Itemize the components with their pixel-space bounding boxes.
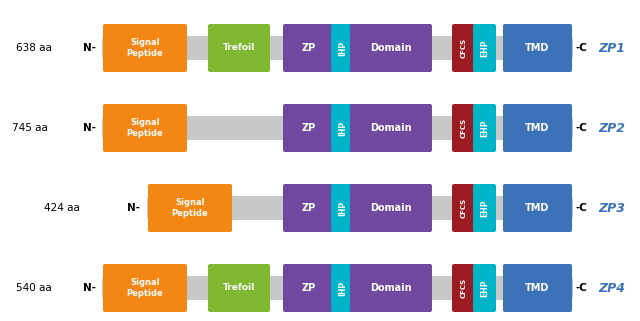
Text: ZP: ZP <box>302 283 316 293</box>
FancyBboxPatch shape <box>102 276 573 300</box>
FancyBboxPatch shape <box>103 264 187 312</box>
Text: CFCS: CFCS <box>461 278 467 298</box>
FancyBboxPatch shape <box>350 104 432 152</box>
FancyBboxPatch shape <box>503 264 572 312</box>
FancyBboxPatch shape <box>103 24 187 72</box>
Text: N-: N- <box>83 123 96 133</box>
Text: -C: -C <box>576 283 588 293</box>
Text: ZP2: ZP2 <box>598 122 625 134</box>
FancyBboxPatch shape <box>103 104 187 152</box>
FancyBboxPatch shape <box>331 184 354 232</box>
Text: Trefoil: Trefoil <box>223 283 255 292</box>
Text: IHP: IHP <box>338 40 347 56</box>
FancyBboxPatch shape <box>452 24 475 72</box>
FancyBboxPatch shape <box>452 264 475 312</box>
Text: TMD: TMD <box>525 283 550 293</box>
Text: Signal
Peptide: Signal Peptide <box>127 38 163 58</box>
FancyBboxPatch shape <box>473 104 496 152</box>
Text: 638 aa: 638 aa <box>16 43 52 53</box>
Text: N-: N- <box>127 203 140 213</box>
FancyBboxPatch shape <box>503 24 572 72</box>
Text: 424 aa: 424 aa <box>44 203 80 213</box>
Text: TMD: TMD <box>525 43 550 53</box>
Text: -C: -C <box>576 43 588 53</box>
FancyBboxPatch shape <box>503 184 572 232</box>
Text: Signal
Peptide: Signal Peptide <box>127 278 163 298</box>
Text: TMD: TMD <box>525 123 550 133</box>
Text: Domain: Domain <box>370 123 412 133</box>
FancyBboxPatch shape <box>102 36 573 60</box>
Text: ZP: ZP <box>302 123 316 133</box>
Text: -C: -C <box>576 123 588 133</box>
Text: EHP: EHP <box>480 39 489 57</box>
Text: 745 aa: 745 aa <box>12 123 48 133</box>
FancyBboxPatch shape <box>473 264 496 312</box>
Text: ZP: ZP <box>302 43 316 53</box>
Text: IHP: IHP <box>338 200 347 216</box>
FancyBboxPatch shape <box>473 24 496 72</box>
FancyBboxPatch shape <box>208 24 270 72</box>
FancyBboxPatch shape <box>350 264 432 312</box>
Text: Signal
Peptide: Signal Peptide <box>127 118 163 138</box>
FancyBboxPatch shape <box>452 184 475 232</box>
FancyBboxPatch shape <box>331 104 354 152</box>
FancyBboxPatch shape <box>473 184 496 232</box>
FancyBboxPatch shape <box>208 264 270 312</box>
Text: Signal
Peptide: Signal Peptide <box>172 198 209 218</box>
Text: CFCS: CFCS <box>461 38 467 58</box>
FancyBboxPatch shape <box>350 24 432 72</box>
Text: CFCS: CFCS <box>461 198 467 218</box>
FancyBboxPatch shape <box>283 184 335 232</box>
Text: TMD: TMD <box>525 203 550 213</box>
Text: ZP1: ZP1 <box>598 41 625 55</box>
Text: ZP3: ZP3 <box>598 202 625 214</box>
FancyBboxPatch shape <box>283 24 335 72</box>
Text: Domain: Domain <box>370 43 412 53</box>
FancyBboxPatch shape <box>283 264 335 312</box>
FancyBboxPatch shape <box>102 116 573 140</box>
Text: 540 aa: 540 aa <box>16 283 52 293</box>
FancyBboxPatch shape <box>331 24 354 72</box>
FancyBboxPatch shape <box>331 264 354 312</box>
FancyBboxPatch shape <box>350 184 432 232</box>
Text: ZP: ZP <box>302 203 316 213</box>
Text: Domain: Domain <box>370 203 412 213</box>
FancyBboxPatch shape <box>503 104 572 152</box>
Text: ZP4: ZP4 <box>598 282 625 294</box>
Text: N-: N- <box>83 43 96 53</box>
Text: IHP: IHP <box>338 281 347 296</box>
Text: EHP: EHP <box>480 199 489 217</box>
Text: -C: -C <box>576 203 588 213</box>
FancyBboxPatch shape <box>147 196 573 220</box>
Text: CFCS: CFCS <box>461 118 467 138</box>
FancyBboxPatch shape <box>452 104 475 152</box>
Text: IHP: IHP <box>338 120 347 135</box>
FancyBboxPatch shape <box>283 104 335 152</box>
Text: EHP: EHP <box>480 119 489 137</box>
Text: EHP: EHP <box>480 279 489 297</box>
Text: Domain: Domain <box>370 283 412 293</box>
Text: Trefoil: Trefoil <box>223 44 255 53</box>
FancyBboxPatch shape <box>148 184 232 232</box>
Text: N-: N- <box>83 283 96 293</box>
